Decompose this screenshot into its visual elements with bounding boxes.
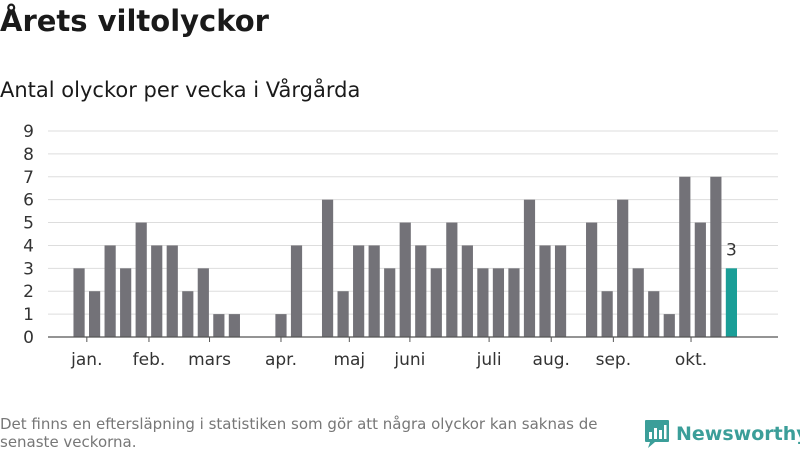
bar xyxy=(89,291,101,337)
y-tick-label: 9 xyxy=(23,122,34,142)
y-axis-tick-labels: 0 1 2 3 45 6 7 8 9 xyxy=(23,122,34,348)
data-labels: 3 xyxy=(726,240,737,260)
bar xyxy=(523,199,536,337)
grid-lines xyxy=(48,130,778,315)
bar xyxy=(135,222,147,337)
bar xyxy=(430,268,442,337)
bar xyxy=(213,314,225,337)
bar xyxy=(384,268,396,337)
chart-title: Årets viltolyckor xyxy=(0,4,269,38)
x-tick-label: juli xyxy=(476,350,502,370)
bar xyxy=(694,222,706,337)
bar-chart: 0 1 2 3 45 6 7 8 9 jan. feb. mars apr. maj juni juli au… xyxy=(23,122,778,370)
bar xyxy=(120,268,132,337)
bar xyxy=(290,245,303,337)
bar xyxy=(337,291,349,337)
y-tick-label: 3 xyxy=(23,259,34,279)
x-tick-label: sep. xyxy=(596,350,632,370)
bar xyxy=(446,222,458,337)
bar xyxy=(368,245,380,337)
footnote: Det finns en eftersläpning i statistiken… xyxy=(0,415,598,451)
bar xyxy=(477,268,489,337)
bar xyxy=(632,268,644,337)
bar xyxy=(228,314,240,337)
x-axis-month-labels: jan. feb. mars apr. maj juni juli aug. sep. okt. xyxy=(70,337,707,370)
bar xyxy=(321,199,334,337)
bar xyxy=(492,268,505,337)
x-tick-label: apr. xyxy=(265,350,297,370)
bar xyxy=(601,291,613,337)
bar xyxy=(182,291,194,337)
bar xyxy=(166,245,178,337)
y-tick-label: 7 xyxy=(23,168,34,188)
data-label-last: 3 xyxy=(726,240,737,260)
bar xyxy=(415,245,427,337)
bar xyxy=(679,176,691,337)
bar xyxy=(73,268,85,337)
x-tick-label: maj xyxy=(333,350,365,370)
brand-logo: Newsworthy xyxy=(644,419,800,449)
bar xyxy=(275,314,287,337)
x-tick-label: juni xyxy=(393,350,425,370)
bars xyxy=(73,176,737,337)
chart-subtitle: Antal olyckor per vecka i Vårgårda xyxy=(0,78,361,102)
bar xyxy=(539,245,551,337)
x-tick-label: mars xyxy=(188,350,231,370)
bar xyxy=(104,245,116,337)
bar xyxy=(508,268,520,337)
bar-highlighted xyxy=(725,268,737,337)
x-tick-label: feb. xyxy=(133,350,166,370)
newsworthy-logo-icon xyxy=(645,420,669,448)
bar xyxy=(151,245,163,337)
x-tick-label: okt. xyxy=(675,350,707,370)
bar xyxy=(197,268,209,337)
y-tick-label: 1 xyxy=(23,305,34,325)
bar xyxy=(353,245,365,337)
brand-name: Newsworthy xyxy=(676,423,800,445)
bar xyxy=(586,222,598,337)
y-tick-label: 0 xyxy=(23,328,34,348)
y-tick-label: 8 xyxy=(23,145,34,165)
bar xyxy=(663,314,675,337)
y-tick-label: 6 xyxy=(23,191,34,211)
bar xyxy=(554,245,567,337)
x-tick-label: jan. xyxy=(70,350,102,370)
bar xyxy=(710,176,722,337)
y-tick-label: 2 xyxy=(23,282,34,302)
x-tick-label: aug. xyxy=(533,350,570,370)
y-tick-label: 5 xyxy=(23,214,34,234)
bar xyxy=(648,291,660,337)
bar xyxy=(461,245,473,337)
bar xyxy=(399,222,411,337)
y-tick-label: 4 xyxy=(23,236,34,256)
bar xyxy=(617,199,629,337)
